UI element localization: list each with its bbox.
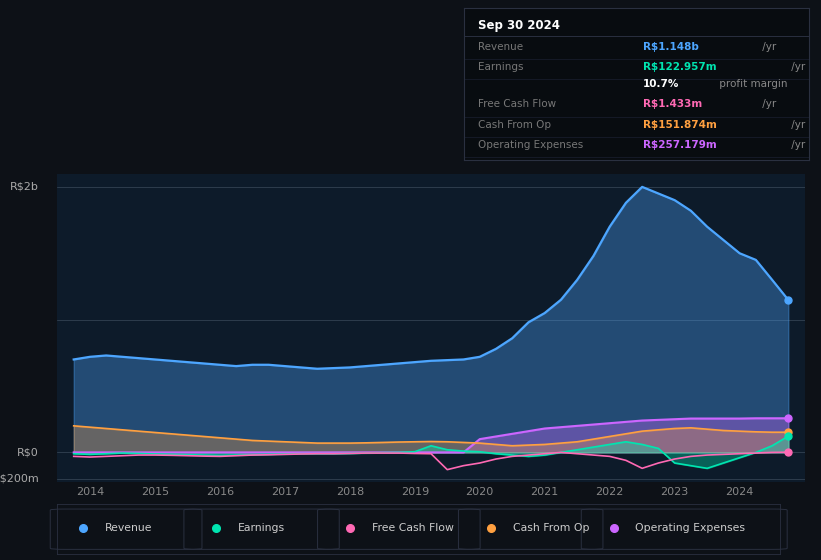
Text: Cash From Op: Cash From Op	[478, 119, 551, 129]
Text: Operating Expenses: Operating Expenses	[635, 523, 745, 533]
Text: /yr: /yr	[788, 62, 805, 72]
Text: profit margin: profit margin	[716, 80, 787, 90]
Text: Operating Expenses: Operating Expenses	[478, 140, 583, 150]
Text: Free Cash Flow: Free Cash Flow	[372, 523, 454, 533]
Text: R$1.433m: R$1.433m	[643, 99, 703, 109]
Text: /yr: /yr	[759, 41, 777, 52]
Text: R$0: R$0	[17, 447, 39, 458]
Text: R$122.957m: R$122.957m	[643, 62, 717, 72]
Text: R$257.179m: R$257.179m	[643, 140, 717, 150]
Text: 10.7%: 10.7%	[643, 80, 680, 90]
Text: Free Cash Flow: Free Cash Flow	[478, 99, 556, 109]
Text: -R$200m: -R$200m	[0, 474, 39, 484]
Text: Revenue: Revenue	[478, 41, 523, 52]
Text: /yr: /yr	[788, 119, 805, 129]
Text: Revenue: Revenue	[104, 523, 152, 533]
Text: R$2b: R$2b	[10, 182, 39, 192]
Text: /yr: /yr	[759, 99, 777, 109]
Text: R$1.148b: R$1.148b	[643, 41, 699, 52]
Text: Cash From Op: Cash From Op	[512, 523, 589, 533]
Text: Earnings: Earnings	[238, 523, 285, 533]
Text: /yr: /yr	[788, 140, 805, 150]
Text: Sep 30 2024: Sep 30 2024	[478, 19, 560, 32]
Text: Earnings: Earnings	[478, 62, 523, 72]
Text: R$151.874m: R$151.874m	[643, 119, 717, 129]
